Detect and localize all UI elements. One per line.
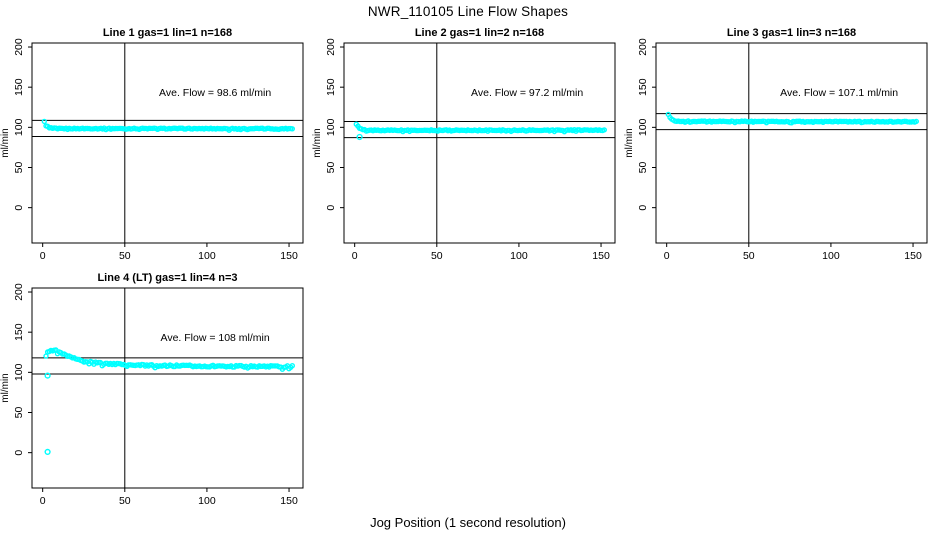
x-tick-label: 0 bbox=[40, 495, 46, 507]
x-tick-label: 50 bbox=[119, 250, 131, 262]
y-tick-label: 100 bbox=[637, 118, 649, 136]
y-tick-label: 0 bbox=[325, 205, 337, 211]
x-tick-label: 0 bbox=[40, 250, 46, 262]
subplot-line-3-svg: Line 3 gas=1 lin=3 n=168 0 50 100 150 0 50 100 1… bbox=[624, 27, 928, 262]
data-point bbox=[43, 353, 49, 359]
y-tick-label: 0 bbox=[13, 205, 25, 211]
data-points bbox=[665, 111, 919, 126]
y-tick-label: 50 bbox=[13, 162, 25, 174]
y-tick-label: 200 bbox=[325, 38, 337, 56]
subplot-title: Line 1 gas=1 lin=1 n=168 bbox=[103, 27, 232, 39]
plot-box bbox=[31, 287, 304, 489]
y-tick-label: 50 bbox=[325, 162, 337, 174]
plot-box bbox=[655, 42, 928, 244]
y-tick-label: 100 bbox=[13, 363, 25, 381]
subplot-line-2-svg: Line 2 gas=1 lin=2 n=168 0 50 100 150 0 50 100 1… bbox=[312, 27, 616, 262]
subplot-title: Line 3 gas=1 lin=3 n=168 bbox=[727, 27, 856, 39]
data-point bbox=[913, 118, 919, 125]
x-tick-label: 100 bbox=[510, 250, 528, 262]
x-tick-label: 150 bbox=[280, 250, 298, 262]
page-title: NWR_110105 Line Flow Shapes bbox=[367, 4, 569, 19]
outlier-point bbox=[356, 133, 363, 141]
outlier-point bbox=[44, 448, 51, 456]
data-point bbox=[289, 362, 295, 369]
data-point bbox=[289, 126, 295, 132]
y-tick-label: 150 bbox=[637, 78, 649, 96]
y-tick-label: 0 bbox=[13, 450, 25, 456]
subplot-line-3: Line 3 gas=1 lin=3 n=168 0 50 100 150 0 50 100 1… bbox=[624, 22, 936, 267]
data-points bbox=[43, 347, 295, 456]
x-tick-label: 150 bbox=[280, 495, 298, 507]
annotation-ave-flow: Ave. Flow = 98.6 ml/min bbox=[159, 87, 271, 99]
y-axis-title: ml/min bbox=[0, 373, 11, 402]
subplot-line-2: Line 2 gas=1 lin=2 n=168 0 50 100 150 0 50 100 1… bbox=[312, 22, 624, 267]
y-tick-label: 100 bbox=[325, 118, 337, 136]
x-tick-label: 150 bbox=[904, 250, 922, 262]
y-tick-label: 100 bbox=[13, 118, 25, 136]
data-point bbox=[41, 118, 47, 125]
subplot-line-4-svg: Line 4 (LT) gas=1 lin=4 n=3 0 50 100 150 0 50 1… bbox=[0, 272, 304, 507]
x-tick-label: 150 bbox=[592, 250, 610, 262]
data-points bbox=[353, 121, 607, 141]
y-tick-label: 200 bbox=[13, 38, 25, 56]
subplot-line-1: Line 1 gas=1 lin=1 n=168 0 50 100 150 0 50 100 1… bbox=[0, 22, 312, 267]
y-tick-label: 50 bbox=[13, 407, 25, 419]
x-tick-label: 50 bbox=[431, 250, 443, 262]
y-tick-label: 150 bbox=[13, 78, 25, 96]
subplot-title: Line 2 gas=1 lin=2 n=168 bbox=[415, 27, 544, 39]
annotation-ave-flow: Ave. Flow = 97.2 ml/min bbox=[471, 87, 583, 99]
data-points bbox=[41, 118, 295, 133]
annotation-ave-flow: Ave. Flow = 108 ml/min bbox=[161, 332, 270, 344]
outlier-point bbox=[44, 372, 51, 379]
subplot-line-4: Line 4 (LT) gas=1 lin=4 n=3 0 50 100 150 0 50 1… bbox=[0, 267, 312, 512]
y-tick-label: 0 bbox=[637, 205, 649, 211]
subplot-title: Line 4 (LT) gas=1 lin=4 n=3 bbox=[97, 272, 237, 284]
y-tick-label: 200 bbox=[637, 38, 649, 56]
y-tick-label: 50 bbox=[637, 162, 649, 174]
x-tick-label: 50 bbox=[119, 495, 131, 507]
x-tick-label: 50 bbox=[743, 250, 755, 262]
x-tick-label: 0 bbox=[352, 250, 358, 262]
data-point bbox=[601, 127, 607, 133]
plot-box bbox=[31, 42, 304, 244]
plot-box bbox=[343, 42, 616, 244]
annotation-ave-flow: Ave. Flow = 107.1 ml/min bbox=[780, 87, 898, 99]
x-tick-label: 100 bbox=[822, 250, 840, 262]
y-axis-title: ml/min bbox=[312, 128, 323, 157]
x-tick-label: 100 bbox=[198, 495, 216, 507]
y-tick-label: 200 bbox=[13, 283, 25, 301]
y-axis-title: ml/min bbox=[624, 128, 635, 157]
x-axis-title: Jog Position (1 second resolution) bbox=[370, 515, 566, 530]
x-tick-label: 100 bbox=[198, 250, 216, 262]
y-axis-title: ml/min bbox=[0, 128, 11, 157]
x-tick-label: 0 bbox=[664, 250, 670, 262]
y-tick-label: 150 bbox=[13, 323, 25, 341]
subplot-line-1-svg: Line 1 gas=1 lin=1 n=168 0 50 100 150 0 50 100 1… bbox=[0, 27, 304, 262]
y-tick-label: 150 bbox=[325, 78, 337, 96]
